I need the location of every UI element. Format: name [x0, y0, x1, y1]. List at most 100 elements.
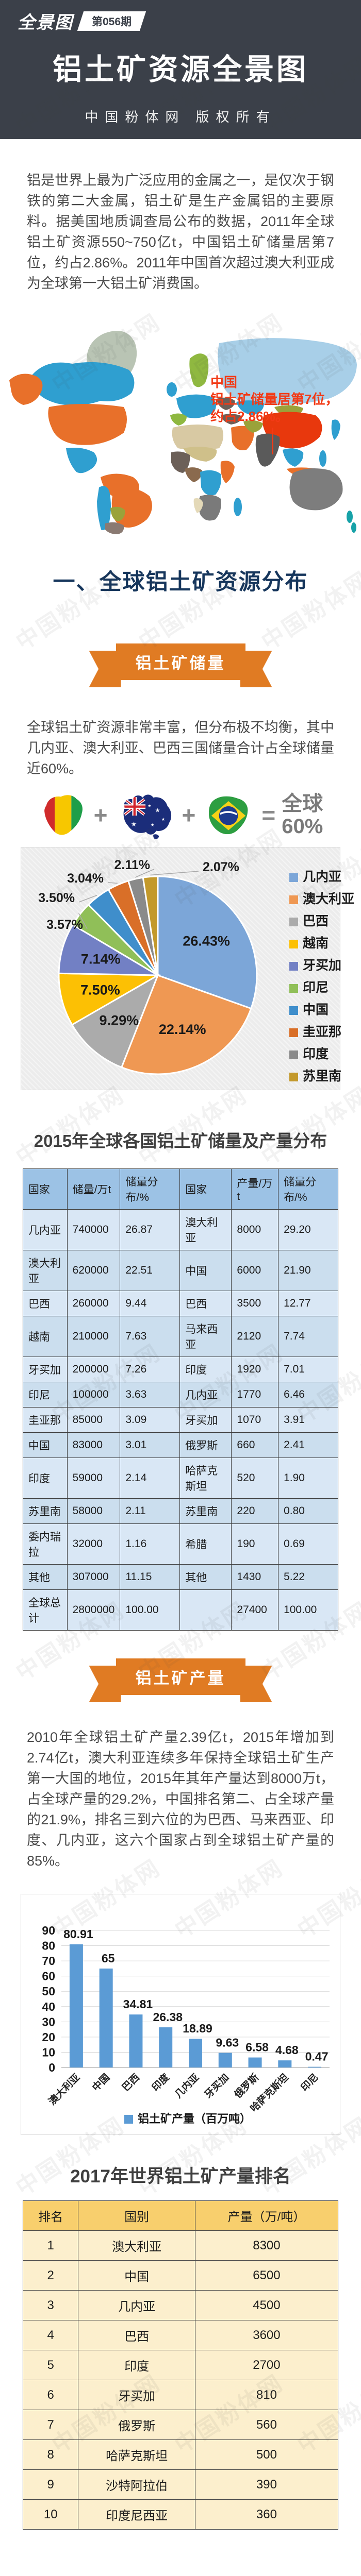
svg-text:几内亚: 几内亚: [303, 870, 341, 884]
table-cell: 3.01: [120, 1432, 180, 1458]
table-row: 印尼 100000 3.63 几内亚 1770 6.46: [23, 1382, 338, 1408]
table-cell: 全球总计: [23, 1589, 68, 1631]
bar: [129, 2014, 143, 2067]
legend-swatch: [289, 895, 298, 904]
table-cell: 圭亚那: [23, 1407, 68, 1433]
table-cell: 260000: [67, 1291, 121, 1316]
legend-swatch: [289, 984, 298, 993]
table-cell: 中国: [78, 2260, 195, 2291]
table-cell: 7.01: [278, 1357, 338, 1382]
bar: [99, 1968, 113, 2067]
table-cell: 1.90: [278, 1458, 338, 1499]
table-cell: 马来西亚: [179, 1316, 232, 1357]
australia-flag-map-icon: ★ ★ ★ ★ ★: [123, 794, 171, 839]
column-header: 国家: [179, 1168, 232, 1210]
map-annotation: 中国 铝土矿储量居第7位， 约占2.86%。: [210, 374, 338, 425]
table-cell: 9: [22, 2469, 79, 2500]
table-cell: 2: [22, 2260, 79, 2291]
equation-result: 全球 60%: [282, 792, 323, 838]
table-cell: 7.26: [120, 1357, 180, 1382]
header-row: 国家 储量/万t 储量分布/% 国家 产量/万t 储量分布/%: [23, 1168, 338, 1210]
table-cell: 3500: [231, 1291, 279, 1316]
column-header: 国别: [78, 2200, 195, 2231]
svg-text:80: 80: [42, 1939, 55, 1953]
ribbon-reserves: 铝土矿储量: [116, 643, 245, 680]
guinea-flag-map-icon: [44, 795, 83, 835]
svg-text:30: 30: [42, 2015, 55, 2028]
table-row: 圭亚那 85000 3.09 牙买加 1070 3.91: [23, 1407, 338, 1433]
svg-text:2.11%: 2.11%: [114, 858, 150, 872]
table-cell: 83000: [67, 1432, 121, 1458]
table-cell: 1: [22, 2230, 79, 2261]
table-cell: 几内亚: [78, 2290, 195, 2320]
table-cell: 0.80: [278, 1498, 338, 1524]
table-row: 巴西 260000 9.44 巴西 3500 12.77: [23, 1291, 338, 1316]
table-cell: 牙买加: [78, 2380, 195, 2410]
table-row: 牙买加 200000 7.26 印度 1920 7.01: [23, 1357, 338, 1382]
equals-sign: =: [261, 802, 276, 828]
svg-text:34.81: 34.81: [123, 1997, 153, 2011]
plus-sign: +: [182, 802, 196, 828]
table-cell: 32000: [67, 1523, 121, 1565]
table-row: 4 巴西 3600: [22, 2320, 339, 2350]
bar: [308, 2066, 322, 2068]
table-cell: 6000: [231, 1250, 279, 1291]
column-header: 产量/万t: [231, 1168, 279, 1210]
table-row: 6 牙买加 810: [22, 2380, 339, 2410]
table-cell: 7.74: [278, 1316, 338, 1357]
table-cell: 希腊: [179, 1523, 232, 1565]
column-header: 排名: [22, 2200, 79, 2231]
legend-swatch: [289, 873, 298, 882]
table-cell: 印度: [179, 1357, 232, 1382]
table-cell: 7: [22, 2410, 79, 2440]
table-cell: 390: [194, 2469, 339, 2500]
svg-text:90: 90: [42, 1924, 55, 1937]
table-row: 几内亚 740000 26.87 澳大利亚 8000 29.20: [23, 1209, 338, 1250]
pie-slice: [142, 875, 159, 976]
table-cell: 360: [194, 2499, 339, 2530]
table-cell: 几内亚: [23, 1209, 68, 1250]
table-cell: 中国: [23, 1432, 68, 1458]
copyright-line: 中国粉体网 版权所有: [85, 109, 276, 125]
column-header: 国家: [23, 1168, 68, 1210]
ribbon-production: 铝土矿产量: [116, 1658, 245, 1695]
table-cell: 牙买加: [179, 1407, 232, 1433]
pie-slice: [58, 972, 161, 1026]
svg-text:★: ★: [155, 808, 160, 814]
table-row: 印度 59000 2.14 哈萨克斯坦 520 1.90: [23, 1458, 338, 1499]
table-cell: 1430: [231, 1564, 279, 1590]
table-cell: 澳大利亚: [179, 1209, 232, 1250]
issue-badge: 第056期: [77, 11, 146, 31]
table-cell: 12.77: [278, 1291, 338, 1316]
table-row: 3 几内亚 4500: [22, 2290, 339, 2320]
production-bar-chart: 0 10 20 30 40 50 60 70 80 90 80.91 澳大利亚 65 中国 34.81 巴西 2…: [21, 1894, 340, 2134]
table-cell: 8300: [194, 2230, 339, 2261]
pie-slice: [120, 974, 252, 1075]
pie-slice: [157, 875, 258, 1010]
table-cell: 220: [231, 1498, 279, 1524]
table-cell: 810: [194, 2380, 339, 2410]
svg-text:22.14%: 22.14%: [159, 1022, 206, 1037]
table-row: 其他 307000 11.15 其他 1430 5.22: [23, 1564, 338, 1590]
legend-swatch: [289, 940, 298, 948]
table-cell: 委内瑞拉: [23, 1523, 68, 1565]
table-cell: 100.00: [278, 1589, 338, 1631]
legend-swatch: [289, 1050, 298, 1059]
table-cell: 巴西: [78, 2320, 195, 2350]
svg-text:铝土矿产量（百万吨）: 铝土矿产量（百万吨）: [138, 2112, 251, 2125]
table-cell: 3.63: [120, 1382, 180, 1408]
plus-sign: +: [93, 802, 108, 828]
table-cell: 2120: [231, 1316, 279, 1357]
pie-svg: 26.43% 22.14% 9.29% 7.50% 7.14% 3.57% 3.50% 3.0…: [38, 858, 354, 1083]
table-row: 1 澳大利亚 8300: [22, 2230, 339, 2261]
production-paragraph: 2010年全球铝土矿产量2.39亿t，2015年增加到2.74亿t，澳大利亚连续…: [27, 1730, 334, 1869]
table-cell: 26.87: [120, 1209, 180, 1250]
table-row: 5 印度 2700: [22, 2350, 339, 2380]
legend-swatch: [124, 2115, 133, 2124]
svg-text:26.38: 26.38: [153, 2010, 183, 2024]
ranking-table-title: 2017年世界铝土矿产量排名: [70, 2166, 291, 2187]
reserves-table-title: 2015年全球各国铝土矿储量及产量分布: [34, 1131, 327, 1150]
table-cell: 100000: [67, 1382, 121, 1408]
svg-text:9.63: 9.63: [216, 2036, 239, 2049]
table-cell: 560: [194, 2410, 339, 2440]
